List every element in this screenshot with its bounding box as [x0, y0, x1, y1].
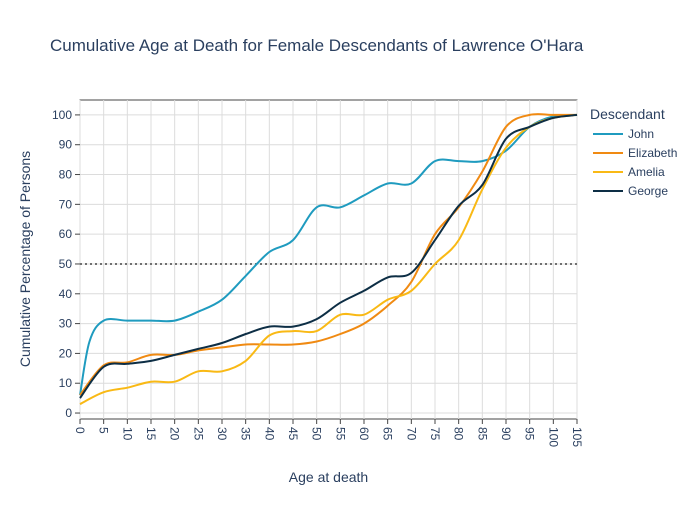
x-tick-label: 35 [239, 427, 253, 441]
x-tick-label: 10 [120, 427, 134, 441]
y-tick-label: 0 [65, 406, 72, 420]
x-tick-label: 100 [546, 427, 560, 447]
plot-frame [79, 99, 578, 420]
y-tick-label: 60 [59, 227, 73, 241]
legend-label: Elizabeth [628, 146, 677, 160]
chart-title: Cumulative Age at Death for Female Desce… [50, 36, 584, 55]
y-tick-label: 30 [59, 317, 73, 331]
legend-item-elizabeth[interactable]: Elizabeth [593, 146, 677, 160]
x-tick-label: 80 [452, 427, 466, 441]
x-tick-label: 65 [381, 427, 395, 441]
x-tick-label: 75 [428, 427, 442, 441]
y-tick-label: 40 [59, 287, 73, 301]
grid [79, 99, 578, 420]
x-tick-label: 20 [168, 427, 182, 441]
legend[interactable]: Descendant John Elizabeth Amelia George [590, 106, 677, 198]
legend-item-john[interactable]: John [593, 127, 654, 141]
x-tick-label: 105 [570, 427, 584, 447]
series-line-elizabeth [79, 113, 577, 396]
x-tick-label: 70 [404, 427, 418, 441]
y-tick-label: 90 [59, 138, 73, 152]
x-axis-title: Age at death [289, 469, 368, 485]
x-tick-label: 0 [73, 427, 87, 434]
x-tick-label: 85 [475, 427, 489, 441]
x-tick-label: 45 [286, 427, 300, 441]
x-tick-label: 25 [191, 427, 205, 441]
x-tick-label: 15 [144, 427, 158, 441]
y-tick-label: 100 [52, 108, 72, 122]
legend-item-george[interactable]: George [593, 184, 668, 198]
x-tick-label: 55 [333, 427, 347, 441]
legend-label: George [628, 184, 668, 198]
x-tick-label: 95 [523, 427, 537, 441]
x-tick-label: 5 [97, 427, 111, 434]
y-tick-label: 50 [59, 257, 73, 271]
y-tick-label: 80 [59, 168, 73, 182]
legend-item-amelia[interactable]: Amelia [593, 165, 665, 179]
x-tick-label: 60 [357, 427, 371, 441]
x-tick-label: 90 [499, 427, 513, 441]
axes: 0 5 10 15 20 25 30 35 40 45 50 55 60 65 70 75 80 85 90 95 10… [52, 108, 584, 447]
x-tick-label: 30 [215, 427, 229, 441]
series-line-george [79, 113, 578, 399]
y-tick-label: 20 [59, 346, 73, 360]
y-tick-label: 10 [59, 376, 73, 390]
series-layer [79, 113, 578, 405]
legend-label: Amelia [628, 165, 665, 179]
legend-label: John [628, 127, 654, 141]
y-tick-label: 70 [59, 197, 73, 211]
x-tick-label: 50 [310, 427, 324, 441]
x-tick-label: 40 [262, 427, 276, 441]
y-axis-title: Cumulative Percentage of Persons [17, 151, 33, 367]
series-line-amelia [79, 113, 578, 405]
legend-title: Descendant [590, 106, 665, 122]
